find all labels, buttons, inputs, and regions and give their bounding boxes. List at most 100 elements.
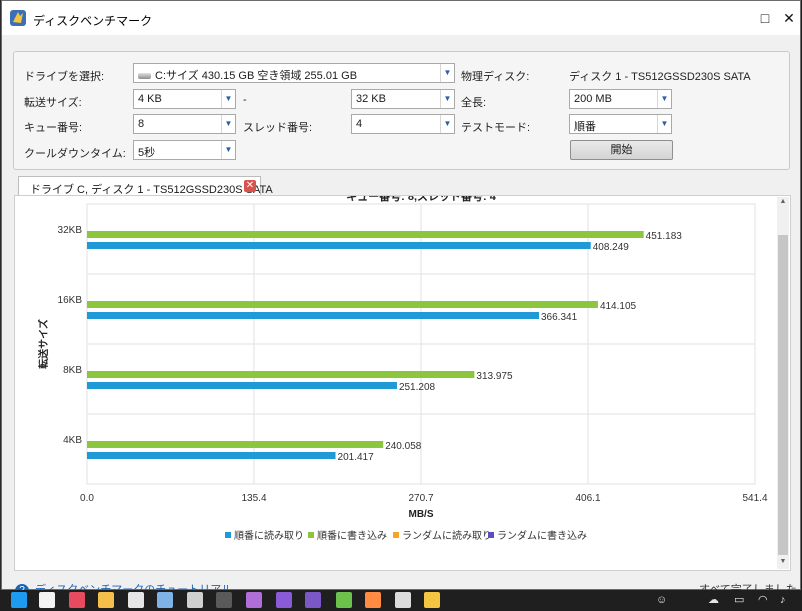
settings-panel: ドライブを選択: C:サイズ 430.15 GB 空き領域 255.01 GB … bbox=[13, 51, 790, 170]
wifi-icon[interactable]: ◠ bbox=[758, 594, 768, 606]
bar bbox=[87, 371, 475, 378]
app-icon bbox=[10, 10, 26, 26]
photos-icon[interactable] bbox=[157, 592, 173, 608]
chevron-down-icon[interactable]: ▼ bbox=[440, 90, 454, 108]
data-label: 240.058 bbox=[385, 441, 422, 452]
drive-select-value: C:サイズ 430.15 GB 空き領域 255.01 GB bbox=[155, 70, 358, 82]
legend-swatch bbox=[225, 532, 231, 538]
x-tick-label: 135.4 bbox=[241, 493, 266, 504]
data-label: 366.341 bbox=[541, 312, 578, 323]
disk-benchmark-window: ディスクベンチマーク □ ✕ ドライブを選択: C:サイズ 430.15 GB … bbox=[1, 0, 801, 598]
maximize-button[interactable]: □ bbox=[760, 10, 770, 26]
drive-icon bbox=[138, 73, 151, 80]
bar bbox=[87, 242, 591, 249]
git-icon[interactable] bbox=[365, 592, 381, 608]
bar bbox=[87, 231, 644, 238]
people-icon[interactable]: ☺ bbox=[656, 594, 668, 606]
legend-label: ランダムに読み取り bbox=[402, 529, 492, 542]
paint-icon[interactable] bbox=[246, 592, 262, 608]
scrollbar-thumb[interactable] bbox=[778, 235, 788, 555]
test-mode-value: 順番 bbox=[574, 121, 596, 133]
drive-label: ドライブを選択: bbox=[24, 71, 105, 83]
y-tick-label: 8KB bbox=[63, 365, 82, 376]
twitter-icon[interactable] bbox=[11, 592, 27, 608]
game-icon[interactable] bbox=[69, 592, 85, 608]
transfer-size-to-select[interactable]: 32 KB ▼ bbox=[351, 89, 455, 109]
legend-label: ランダムに書き込み bbox=[497, 529, 587, 542]
chevron-down-icon[interactable]: ▼ bbox=[221, 141, 235, 159]
taskbar: ☺ ☁ ▭ ◠ ♪ bbox=[0, 590, 802, 611]
chevron-down-icon[interactable]: ▼ bbox=[657, 90, 671, 108]
transfer-size-separator: - bbox=[243, 94, 247, 106]
x-tick-label: 0.0 bbox=[80, 493, 94, 504]
queue-select[interactable]: 8 ▼ bbox=[133, 114, 236, 134]
visual-studio-icon[interactable] bbox=[276, 592, 292, 608]
bar bbox=[87, 312, 540, 319]
legend-label: 順番に書き込み bbox=[317, 529, 387, 542]
tab-drive-c[interactable]: ドライブ C, ディスク 1 - TS512GSSD230S SATA ✕ bbox=[18, 176, 273, 196]
bar bbox=[87, 301, 598, 308]
data-label: 408.249 bbox=[593, 242, 630, 253]
chevron-down-icon[interactable]: ▼ bbox=[221, 115, 235, 133]
data-label: 251.208 bbox=[399, 382, 436, 393]
close-tab-icon[interactable]: ✕ bbox=[244, 180, 256, 192]
bar bbox=[87, 441, 384, 448]
calculator-icon[interactable] bbox=[216, 592, 232, 608]
legend-swatch bbox=[393, 532, 399, 538]
audio-icon[interactable] bbox=[395, 592, 411, 608]
total-length-select[interactable]: 200 MB ▼ bbox=[569, 89, 672, 109]
bar bbox=[87, 452, 336, 459]
weather-icon[interactable]: ☁ bbox=[708, 594, 719, 606]
battery-icon[interactable]: ▭ bbox=[734, 594, 745, 606]
queue-label: キュー番号: bbox=[24, 122, 83, 134]
transfer-size-from-select[interactable]: 4 KB ▼ bbox=[133, 89, 236, 109]
chevron-down-icon[interactable]: ▼ bbox=[440, 115, 454, 133]
store-icon[interactable] bbox=[39, 592, 55, 608]
tab-label: ドライブ C, ディスク 1 - TS512GSSD230S SATA bbox=[30, 184, 273, 196]
y-axis-label: 転送サイズ bbox=[37, 319, 50, 369]
chevron-down-icon[interactable]: ▼ bbox=[657, 115, 671, 133]
android-studio-icon[interactable] bbox=[336, 592, 352, 608]
y-tick-label: 16KB bbox=[58, 295, 83, 306]
mail-icon[interactable] bbox=[128, 592, 144, 608]
cooldown-label: クールダウンタイム: bbox=[24, 148, 126, 160]
x-tick-label: 406.1 bbox=[575, 493, 600, 504]
chevron-down-icon[interactable]: ▼ bbox=[440, 64, 454, 82]
scroll-up-icon[interactable]: ▲ bbox=[779, 198, 787, 205]
disk-benchmark-icon[interactable] bbox=[424, 592, 440, 608]
queue-value: 8 bbox=[138, 118, 145, 130]
x-tick-label: 541.4 bbox=[742, 493, 767, 504]
terminal-icon[interactable] bbox=[187, 592, 203, 608]
y-tick-label: 32KB bbox=[58, 225, 83, 236]
total-length-label: 全長: bbox=[461, 97, 487, 109]
cooldown-value: 5秒 bbox=[138, 147, 156, 159]
visual-studio-preview-icon[interactable] bbox=[305, 592, 321, 608]
y-tick-label: 4KB bbox=[63, 435, 82, 446]
legend-swatch bbox=[488, 532, 494, 538]
close-button[interactable]: ✕ bbox=[783, 10, 795, 26]
chevron-down-icon[interactable]: ▼ bbox=[221, 90, 235, 108]
data-label: 313.975 bbox=[476, 371, 513, 382]
drive-select[interactable]: C:サイズ 430.15 GB 空き領域 255.01 GB ▼ bbox=[133, 63, 455, 83]
scroll-down-icon[interactable]: ▼ bbox=[779, 558, 787, 565]
file-explorer-icon[interactable] bbox=[98, 592, 114, 608]
legend-swatch bbox=[308, 532, 314, 538]
benchmark-chart: 0.0 135.4 270.7 406.1 541.4 キュー番号: 8,スレッド番号: … bbox=[37, 196, 768, 542]
cooldown-select[interactable]: 5秒 ▼ bbox=[133, 140, 236, 160]
title-bar[interactable]: ディスクベンチマーク □ ✕ bbox=[2, 1, 800, 35]
vertical-scrollbar[interactable]: ▲ ▼ bbox=[777, 197, 789, 569]
start-button[interactable]: 開始 bbox=[570, 140, 673, 160]
thread-value: 4 bbox=[356, 118, 363, 130]
chart-title: キュー番号: 8,スレッド番号: 4 bbox=[346, 196, 497, 203]
transfer-size-label: 転送サイズ: bbox=[24, 97, 82, 109]
data-label: 201.417 bbox=[338, 452, 375, 463]
x-tick-label: 270.7 bbox=[408, 493, 433, 504]
legend-label: 順番に読み取り bbox=[234, 529, 304, 542]
data-label: 414.105 bbox=[600, 301, 637, 312]
volume-icon[interactable]: ♪ bbox=[780, 594, 786, 606]
total-length-value: 200 MB bbox=[574, 93, 612, 105]
test-mode-label: テストモード: bbox=[461, 122, 531, 134]
thread-select[interactable]: 4 ▼ bbox=[351, 114, 455, 134]
physical-disk-value: ディスク 1 - TS512GSSD230S SATA bbox=[569, 71, 751, 83]
test-mode-select[interactable]: 順番 ▼ bbox=[569, 114, 672, 134]
